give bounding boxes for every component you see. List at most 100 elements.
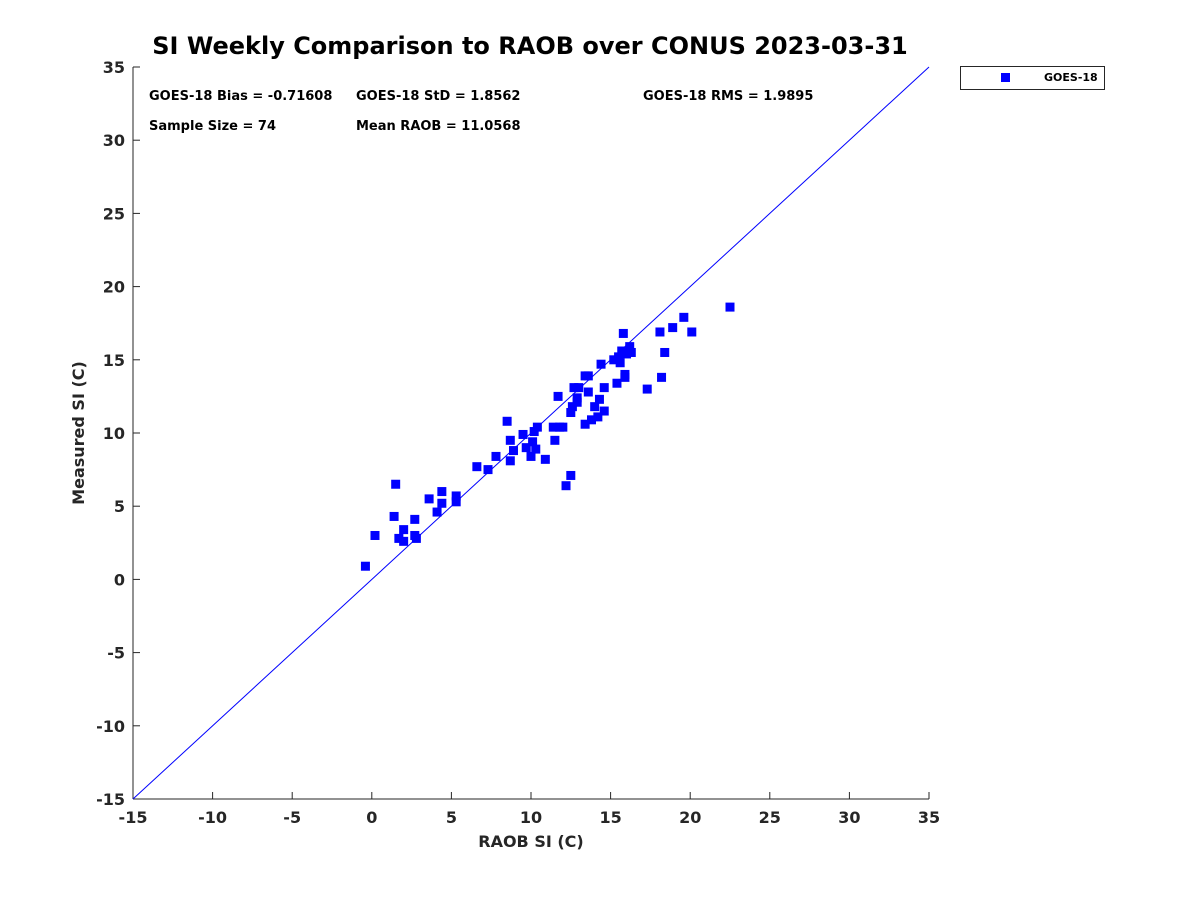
data-point: [614, 352, 624, 362]
data-point: [594, 394, 604, 404]
data-point: [725, 302, 735, 312]
data-point: [566, 470, 576, 480]
data-point: [569, 383, 579, 393]
data-point: [505, 456, 515, 466]
data-point: [626, 347, 636, 357]
data-point: [642, 384, 652, 394]
data-point: [679, 312, 689, 322]
data-point: [593, 412, 603, 422]
data-point: [531, 444, 541, 454]
data-point: [620, 372, 630, 382]
legend-label: GOES-18: [1044, 71, 1098, 84]
data-point: [502, 416, 512, 426]
x-tick-label: -15: [119, 808, 148, 827]
data-point: [590, 402, 600, 412]
data-point: [451, 497, 461, 507]
data-point: [399, 525, 409, 535]
x-tick-label: 35: [918, 808, 940, 827]
data-point: [609, 355, 619, 365]
data-point: [599, 383, 609, 393]
y-axis-label: Measured SI (C): [69, 361, 88, 505]
data-point: [540, 454, 550, 464]
data-point: [532, 422, 542, 432]
data-point: [657, 372, 667, 382]
legend-box: [960, 66, 1105, 90]
y-tick-label: 25: [103, 204, 125, 223]
data-point: [583, 387, 593, 397]
y-tick-label: 20: [103, 278, 125, 297]
data-point: [491, 451, 501, 461]
x-tick-label: 25: [759, 808, 781, 827]
data-point: [410, 514, 420, 524]
data-point: [394, 533, 404, 543]
data-point: [553, 391, 563, 401]
data-point: [505, 435, 515, 445]
data-point: [599, 406, 609, 416]
axes-layer: -15 -10 -5 0 5 10 15 20 25 30 35 -15 -10 -5 0 5 10 15 20 25…: [96, 58, 940, 827]
stat-rms: GOES-18 RMS = 1.9895: [643, 89, 813, 104]
legend: GOES-18: [960, 66, 1105, 90]
y-tick-label: 15: [103, 351, 125, 370]
data-point: [451, 491, 461, 501]
x-tick-label: 0: [366, 808, 377, 827]
data-point: [528, 437, 538, 447]
x-tick-label: -5: [283, 808, 301, 827]
x-tick-label: -10: [198, 808, 227, 827]
data-point: [612, 378, 622, 388]
data-point: [615, 358, 625, 368]
data-point: [550, 435, 560, 445]
data-point: [660, 347, 670, 357]
data-point: [391, 479, 401, 489]
x-tick-label: 20: [679, 808, 701, 827]
data-point: [432, 507, 442, 517]
data-point: [655, 327, 665, 337]
stat-sample-size: Sample Size = 74: [149, 119, 276, 134]
y-tick-label: 35: [103, 58, 125, 77]
data-point: [389, 511, 399, 521]
data-point: [687, 327, 697, 337]
data-point: [596, 359, 606, 369]
data-point: [561, 481, 571, 491]
data-point: [370, 530, 380, 540]
x-tick-label: 10: [520, 808, 542, 827]
stat-mean-raob: Mean RAOB = 11.0568: [356, 119, 521, 134]
data-point: [437, 487, 447, 497]
data-point: [574, 383, 584, 393]
x-tick-label: 5: [446, 808, 457, 827]
data-point: [437, 498, 447, 508]
points-layer: [360, 302, 735, 571]
data-point: [586, 415, 596, 425]
data-point: [360, 561, 370, 571]
data-point: [625, 342, 635, 352]
y-tick-label: -5: [107, 644, 125, 663]
y-tick-label: 5: [114, 497, 125, 516]
data-point: [399, 536, 409, 546]
data-point: [411, 533, 421, 543]
data-point: [566, 408, 576, 418]
y-tick-label: 30: [103, 131, 125, 150]
data-point: [521, 443, 531, 453]
data-point: [583, 371, 593, 381]
data-point: [472, 462, 482, 472]
data-point: [424, 494, 434, 504]
data-point: [572, 393, 582, 403]
x-tick-label: 15: [599, 808, 621, 827]
data-point: [618, 328, 628, 338]
chart-title: SI Weekly Comparison to RAOB over CONUS …: [152, 32, 907, 60]
data-point: [558, 422, 568, 432]
data-point: [580, 419, 590, 429]
data-point: [518, 429, 528, 439]
stat-std: GOES-18 StD = 1.8562: [356, 89, 520, 104]
data-point: [567, 402, 577, 412]
data-point: [622, 349, 632, 359]
y-tick-label: 10: [103, 424, 125, 443]
y-tick-label: 0: [114, 570, 125, 589]
data-point: [668, 323, 678, 333]
y-tick-label: -15: [96, 790, 125, 809]
data-point: [508, 446, 518, 456]
data-point: [526, 451, 536, 461]
data-point: [483, 465, 493, 475]
stat-bias: GOES-18 Bias = -0.71608: [149, 89, 332, 104]
legend-marker: [1001, 73, 1010, 82]
